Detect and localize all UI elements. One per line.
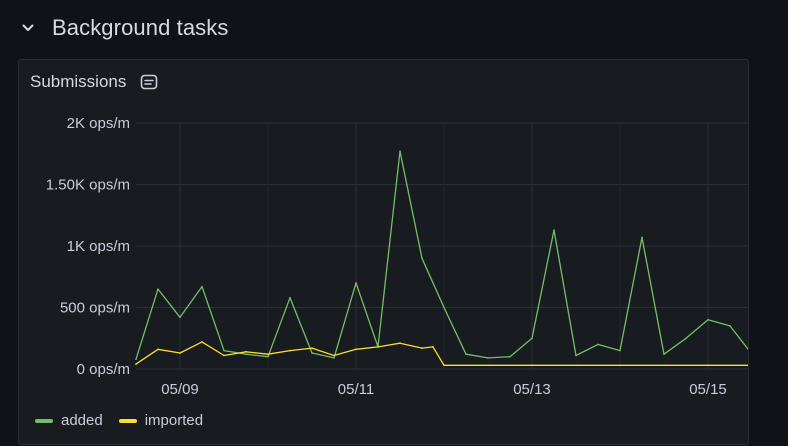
data-point-imported (355, 348, 357, 351)
data-point-added (465, 353, 467, 356)
legend-swatch-added (35, 418, 53, 423)
data-point-imported (399, 342, 401, 344)
data-point-added (729, 325, 731, 327)
data-point-imported (311, 347, 313, 349)
data-point-imported (245, 350, 247, 353)
data-point-added (135, 358, 137, 360)
row-title: Background tasks (52, 15, 229, 40)
submissions-panel: Submissions 0 ops/m 500 ops/m 1K ops/m 1.50… (18, 59, 749, 445)
data-point-imported (377, 346, 379, 348)
y-tick-label: 2K ops/m (67, 115, 130, 132)
data-point-imported (663, 364, 665, 367)
legend-swatch-imported (118, 418, 137, 423)
data-point-added (245, 353, 247, 356)
data-point-added (333, 357, 335, 359)
data-point-added (443, 306, 445, 309)
data-point-imported (443, 364, 445, 367)
data-point-imported (267, 353, 269, 356)
data-point-imported (432, 346, 434, 348)
data-point-added (663, 353, 665, 356)
data-point-imported (531, 364, 533, 367)
data-point-added (157, 288, 159, 290)
data-point-imported (487, 364, 489, 367)
row-header[interactable]: Background tasks (18, 10, 228, 46)
y-tick-label: 0 ops/m (77, 361, 130, 378)
data-point-added (619, 349, 621, 352)
data-point-added (267, 355, 269, 358)
data-point-imported (223, 354, 225, 357)
legend-label-imported: imported (144, 412, 204, 429)
data-point-added (201, 285, 203, 288)
data-point-imported (707, 364, 709, 367)
data-point-imported (179, 352, 181, 354)
x-tick-label: 05/13 (513, 381, 551, 398)
panel-title: Submissions (30, 72, 127, 91)
data-point-imported (289, 349, 291, 352)
data-point-added (641, 236, 643, 239)
data-point-imported (201, 341, 203, 343)
data-point-added (707, 319, 709, 321)
data-point-imported (333, 354, 335, 357)
data-point-added (421, 257, 423, 260)
series-line-imported[interactable] (135, 341, 748, 366)
data-point-added (223, 349, 225, 352)
y-tick-label: 500 ops/m (60, 300, 130, 317)
y-tick-label: 1.50K ops/m (46, 177, 130, 194)
data-point-added (179, 316, 181, 319)
data-point-imported (421, 347, 423, 349)
document-icon[interactable] (140, 72, 160, 92)
data-point-added (399, 150, 401, 153)
data-point-added (597, 343, 599, 346)
legend: added imported (35, 412, 203, 429)
data-point-imported (619, 364, 621, 367)
x-tick-label: 05/09 (161, 381, 199, 398)
chevron-down-icon[interactable] (18, 18, 38, 38)
data-point-added (487, 357, 489, 359)
data-point-added (553, 229, 555, 231)
data-point-added (531, 337, 533, 340)
data-point-imported (135, 363, 137, 365)
legend-item-added[interactable]: added (35, 412, 103, 429)
x-tick-label: 05/11 (338, 381, 374, 398)
data-point-imported (575, 364, 577, 367)
x-tick-label: 05/15 (689, 381, 727, 398)
submissions-chart[interactable]: 0 ops/m 500 ops/m 1K ops/m 1.50K ops/m 2K op… (19, 60, 748, 400)
data-point-added (311, 352, 313, 354)
data-point-imported (157, 348, 159, 351)
data-point-added (509, 355, 511, 358)
panel-header[interactable]: Submissions (30, 70, 160, 94)
data-point-added (289, 296, 291, 299)
y-tick-label: 1K ops/m (67, 238, 130, 255)
legend-item-imported[interactable]: imported (118, 412, 204, 429)
legend-label-added: added (61, 412, 103, 429)
series-line-added[interactable] (135, 150, 748, 360)
data-point-added (575, 354, 577, 357)
data-point-added (685, 337, 687, 340)
data-point-added (355, 282, 357, 284)
